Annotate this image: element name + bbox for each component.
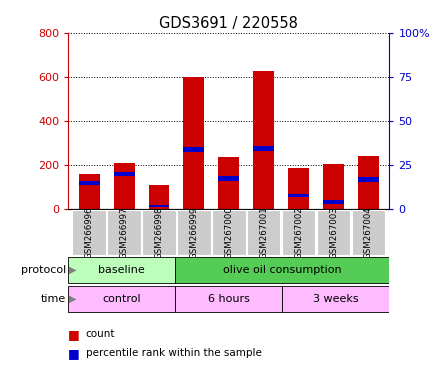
Bar [68,286,175,311]
Text: percentile rank within the sample: percentile rank within the sample [86,348,262,358]
Text: GSM266998: GSM266998 [154,206,164,258]
Text: 6 hours: 6 hours [208,293,250,304]
Bar [352,210,385,255]
Text: GSM267003: GSM267003 [329,206,338,259]
Text: GSM266996: GSM266996 [84,206,94,258]
Bar [183,147,204,152]
Bar [282,210,315,255]
Title: GDS3691 / 220558: GDS3691 / 220558 [159,17,298,31]
Bar [79,174,99,209]
Bar [175,257,389,283]
Bar [288,169,309,209]
Text: GSM267001: GSM267001 [259,206,268,259]
Bar [114,172,135,176]
Text: GSM266999: GSM266999 [189,206,198,258]
Text: baseline: baseline [99,265,145,275]
Text: GSM267002: GSM267002 [294,206,303,259]
Bar [183,77,204,209]
Text: count: count [86,329,115,339]
Bar [317,210,350,255]
Bar [253,71,274,209]
Text: time: time [41,293,66,304]
Text: protocol: protocol [21,265,66,275]
Text: control: control [103,293,141,304]
Bar [218,176,239,180]
Bar [247,210,280,255]
Bar [253,146,274,151]
Text: GSM267000: GSM267000 [224,206,233,259]
Text: 3 weeks: 3 weeks [313,293,359,304]
Text: ▶: ▶ [69,265,77,275]
Bar [107,210,141,255]
Bar [282,286,389,311]
Bar [218,157,239,209]
Bar [212,210,246,255]
Bar [149,205,169,207]
Text: olive oil consumption: olive oil consumption [223,265,341,275]
Bar [323,164,344,209]
Bar [79,180,99,185]
Bar [149,185,169,209]
Bar [114,163,135,209]
Text: GSM267004: GSM267004 [364,206,373,259]
Bar [288,194,309,197]
Bar [323,200,344,204]
Bar [358,156,379,209]
Bar [142,210,176,255]
Text: GSM266997: GSM266997 [120,206,128,258]
Bar [68,257,175,283]
Text: ■: ■ [68,328,80,341]
Bar [177,210,211,255]
Bar [175,286,282,311]
Bar [73,210,106,255]
Text: ■: ■ [68,347,80,360]
Text: ▶: ▶ [69,293,77,304]
Bar [358,177,379,182]
